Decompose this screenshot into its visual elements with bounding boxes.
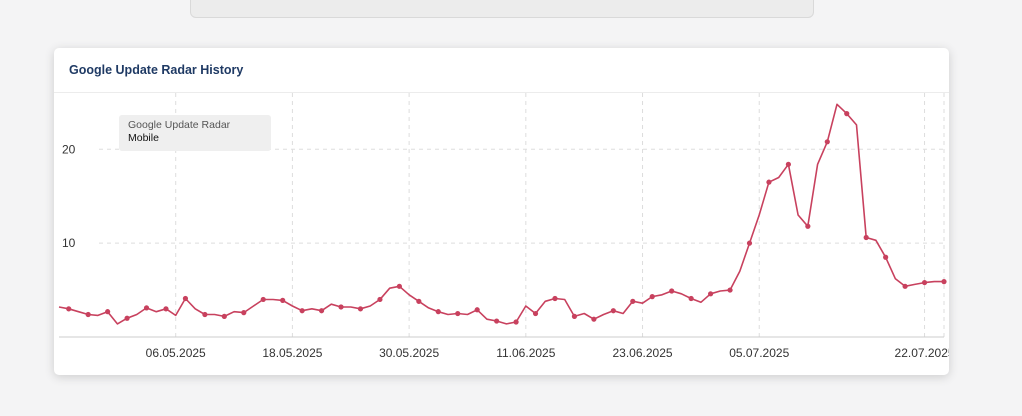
data-point <box>513 319 519 325</box>
card-title: Google Update Radar History <box>69 63 244 77</box>
data-point <box>377 296 383 303</box>
line-chart: 06.05.2025 18.05.2025 30.05.2025 11.06.2025… <box>58 93 949 360</box>
card-header: Google Update Radar History <box>54 48 949 93</box>
data-point <box>202 311 208 318</box>
x-tick-label: 11.06.2025 <box>496 346 555 360</box>
data-point <box>863 234 869 241</box>
chart-area: 06.05.2025 18.05.2025 30.05.2025 11.06.2025… <box>54 93 949 375</box>
data-point <box>143 305 150 311</box>
data-point <box>591 316 597 322</box>
data-point <box>630 298 636 304</box>
data-point <box>416 298 422 304</box>
y-tick-label: 10 <box>62 236 76 250</box>
x-tick-label: 06.05.2025 <box>146 346 206 360</box>
data-point <box>649 294 655 300</box>
data-point <box>435 309 441 315</box>
radar-history-card: Google Update Radar History 06.05.2025 18… <box>54 48 949 375</box>
y-tick-label: 20 <box>62 142 76 156</box>
data-point <box>280 297 286 303</box>
data-point <box>163 306 169 312</box>
x-tick-label: 30.05.2025 <box>379 346 439 360</box>
data-point <box>396 283 402 289</box>
data-point <box>688 295 694 302</box>
data-point <box>552 295 558 302</box>
data-point <box>727 287 733 293</box>
legend-title: Google Update Radar <box>128 119 231 131</box>
data-point <box>338 304 344 310</box>
data-point <box>883 254 889 260</box>
data-point <box>844 111 850 117</box>
data-point <box>124 315 130 321</box>
x-tick-label: 18.05.2025 <box>262 346 322 360</box>
data-point <box>805 223 811 229</box>
data-point <box>182 295 189 302</box>
data-point <box>85 311 91 318</box>
data-point <box>494 318 500 324</box>
data-point <box>241 310 247 316</box>
data-point <box>260 296 266 303</box>
data-point <box>105 309 111 315</box>
data-point <box>610 308 616 314</box>
data-point <box>318 308 325 314</box>
data-point <box>221 313 227 319</box>
legend[interactable]: Google Update Radar Mobile <box>119 115 271 151</box>
data-point <box>941 279 947 285</box>
data-point <box>707 291 714 297</box>
x-tick-label: 05.07.2025 <box>729 346 789 360</box>
x-tick-label: 22.07.2025 <box>895 346 949 360</box>
top-panel <box>190 0 814 18</box>
data-point <box>902 283 908 289</box>
data-point <box>766 179 772 185</box>
data-point <box>669 288 675 294</box>
data-point <box>357 306 364 312</box>
data-point <box>785 161 791 167</box>
data-point <box>474 307 480 313</box>
data-point <box>455 310 461 317</box>
data-point <box>299 308 305 314</box>
data-point <box>571 313 578 319</box>
x-tick-label: 23.06.2025 <box>612 346 672 360</box>
data-point <box>66 306 72 312</box>
data-point <box>921 279 928 286</box>
data-point <box>532 310 539 317</box>
data-point <box>746 240 753 246</box>
data-point <box>824 139 830 145</box>
legend-series-name: Mobile <box>128 132 159 144</box>
